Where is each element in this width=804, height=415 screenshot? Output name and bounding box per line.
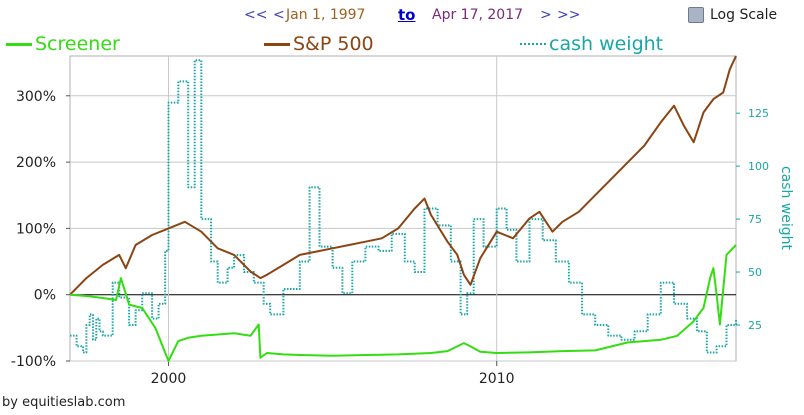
nav-forward-far-button[interactable]: >> (557, 7, 581, 23)
to-link[interactable]: to (398, 6, 416, 24)
chart-legend: Screener S&P 500 cash weight (0, 32, 804, 56)
log-scale-toggle[interactable]: Log Scale (688, 5, 777, 25)
x-tick-label-1: 2010 (479, 371, 515, 387)
log-scale-label: Log Scale (710, 7, 778, 23)
right-tick-label-3: 50 (748, 266, 762, 279)
legend-label-cash-weight: cash weight (549, 33, 664, 55)
legend-label-screener: Screener (35, 33, 120, 55)
legend-item-sp500[interactable]: S&P 500 (264, 32, 374, 56)
series-layer (69, 55, 737, 362)
nav-back-button[interactable]: < (273, 7, 285, 23)
cash-weight-line (70, 59, 737, 354)
grid-lines (70, 56, 736, 362)
legend-item-screener[interactable]: Screener (6, 32, 120, 56)
right-tick-label-4: 25 (748, 319, 762, 332)
log-scale-checkbox[interactable] (688, 7, 704, 23)
right-tick-label-0: 125 (748, 107, 769, 120)
right-tick-label-2: 75 (748, 213, 762, 226)
legend-swatch-cash-weight (520, 43, 546, 45)
left-axis-ticks: 300% 200% 100% 0% -100% (11, 89, 70, 370)
sp500-line (69, 55, 737, 296)
date-range-bar: << < Jan 1, 1997 to Apr 17, 2017 > >> Lo… (0, 0, 804, 32)
left-tick-label-3: 0% (34, 288, 56, 304)
right-axis-ticks: 125 100 75 50 25 (736, 107, 769, 332)
left-tick-label-0: 300% (16, 89, 56, 105)
plot-frame (69, 55, 737, 362)
left-tick-label-1: 200% (16, 155, 56, 171)
left-tick-label-2: 100% (16, 221, 56, 237)
x-axis-ticks: 2000 2010 (151, 361, 515, 387)
legend-swatch-screener (6, 42, 32, 46)
screener-line (69, 244, 737, 362)
right-axis-label: cash weight (778, 166, 794, 251)
start-date[interactable]: Jan 1, 1997 (286, 7, 366, 23)
right-tick-label-1: 100 (748, 160, 769, 173)
legend-item-cash-weight[interactable]: cash weight (520, 32, 663, 56)
legend-label-sp500: S&P 500 (293, 33, 374, 55)
legend-swatch-sp500 (264, 42, 290, 46)
end-date[interactable]: Apr 17, 2017 (432, 7, 524, 23)
nav-forward-button[interactable]: > (540, 7, 552, 23)
nav-back-far-button[interactable]: << (244, 7, 268, 23)
x-tick-label-0: 2000 (151, 371, 187, 387)
credit-text: by equitieslab.com (2, 395, 126, 410)
left-tick-label-4: -100% (11, 354, 56, 370)
